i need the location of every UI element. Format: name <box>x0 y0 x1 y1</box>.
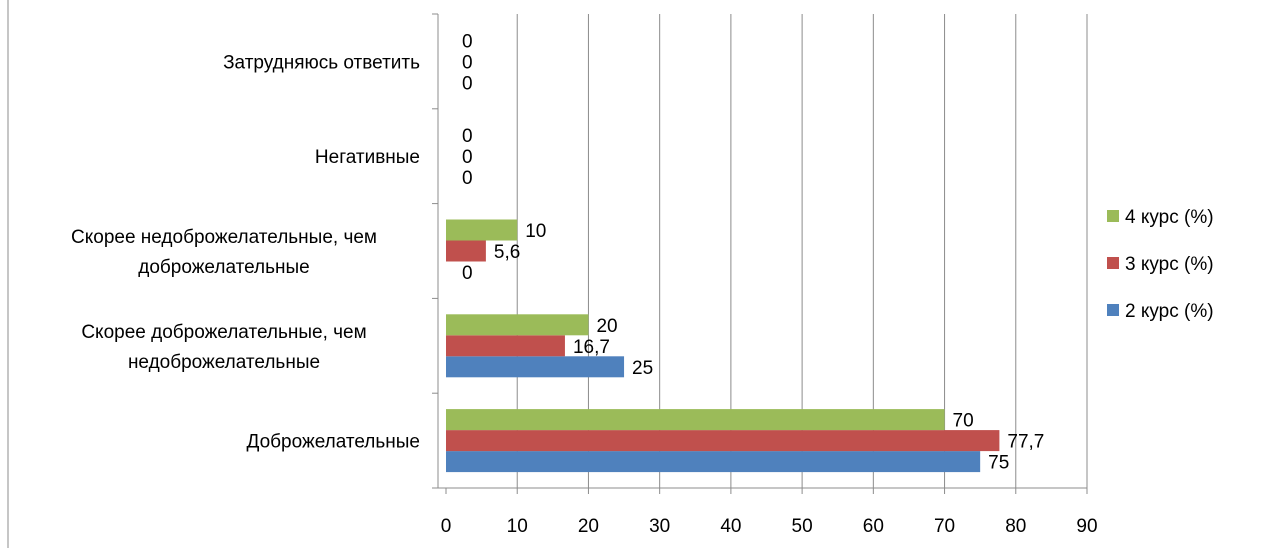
x-tick-label: 80 <box>1005 516 1026 537</box>
legend-swatch <box>1107 257 1119 269</box>
x-tick-label: 90 <box>1076 516 1097 537</box>
category-label: Негативные <box>315 147 420 168</box>
data-label: 5,6 <box>494 242 520 263</box>
data-label: 70 <box>953 411 974 432</box>
bar <box>446 240 486 262</box>
data-label: 0 <box>462 263 473 284</box>
data-label: 75 <box>988 453 1009 474</box>
category-label: Скорее доброжелательные, чем <box>81 322 366 343</box>
category-label: Затрудняюсь ответить <box>223 52 420 73</box>
data-label: 0 <box>462 147 473 168</box>
x-tick-label: 30 <box>649 516 670 537</box>
category-label: Скорее недоброжелательные, чем <box>71 227 377 248</box>
category-label: доброжелательные <box>138 257 309 278</box>
data-label: 0 <box>462 168 473 189</box>
data-label: 10 <box>525 221 546 242</box>
x-tick-label: 70 <box>934 516 955 537</box>
legend-swatch <box>1107 304 1119 316</box>
bar <box>446 219 518 241</box>
category-label: Доброжелательные <box>247 432 420 453</box>
x-tick-label: 10 <box>507 516 528 537</box>
bar <box>446 430 1000 452</box>
bar <box>446 314 589 336</box>
legend-label: 4 курс (%) <box>1125 207 1214 228</box>
bar <box>446 356 625 378</box>
x-tick-label: 50 <box>792 516 813 537</box>
bar <box>446 409 945 431</box>
data-label: 0 <box>462 31 473 52</box>
data-label: 20 <box>596 316 617 337</box>
legend-label: 2 курс (%) <box>1125 301 1214 322</box>
data-label: 0 <box>462 126 473 147</box>
data-label: 25 <box>632 358 653 379</box>
x-tick-label: 0 <box>441 516 452 537</box>
legend-swatch <box>1107 210 1119 222</box>
legend-label: 3 курс (%) <box>1125 254 1214 275</box>
data-label: 16,7 <box>573 337 610 358</box>
bar <box>446 451 981 473</box>
x-tick-label: 20 <box>578 516 599 537</box>
x-tick-label: 60 <box>863 516 884 537</box>
bar <box>446 335 565 357</box>
data-label: 0 <box>462 52 473 73</box>
data-label: 77,7 <box>1007 432 1044 453</box>
x-tick-label: 40 <box>720 516 741 537</box>
data-label: 0 <box>462 73 473 94</box>
category-label: недоброжелательные <box>128 352 320 373</box>
